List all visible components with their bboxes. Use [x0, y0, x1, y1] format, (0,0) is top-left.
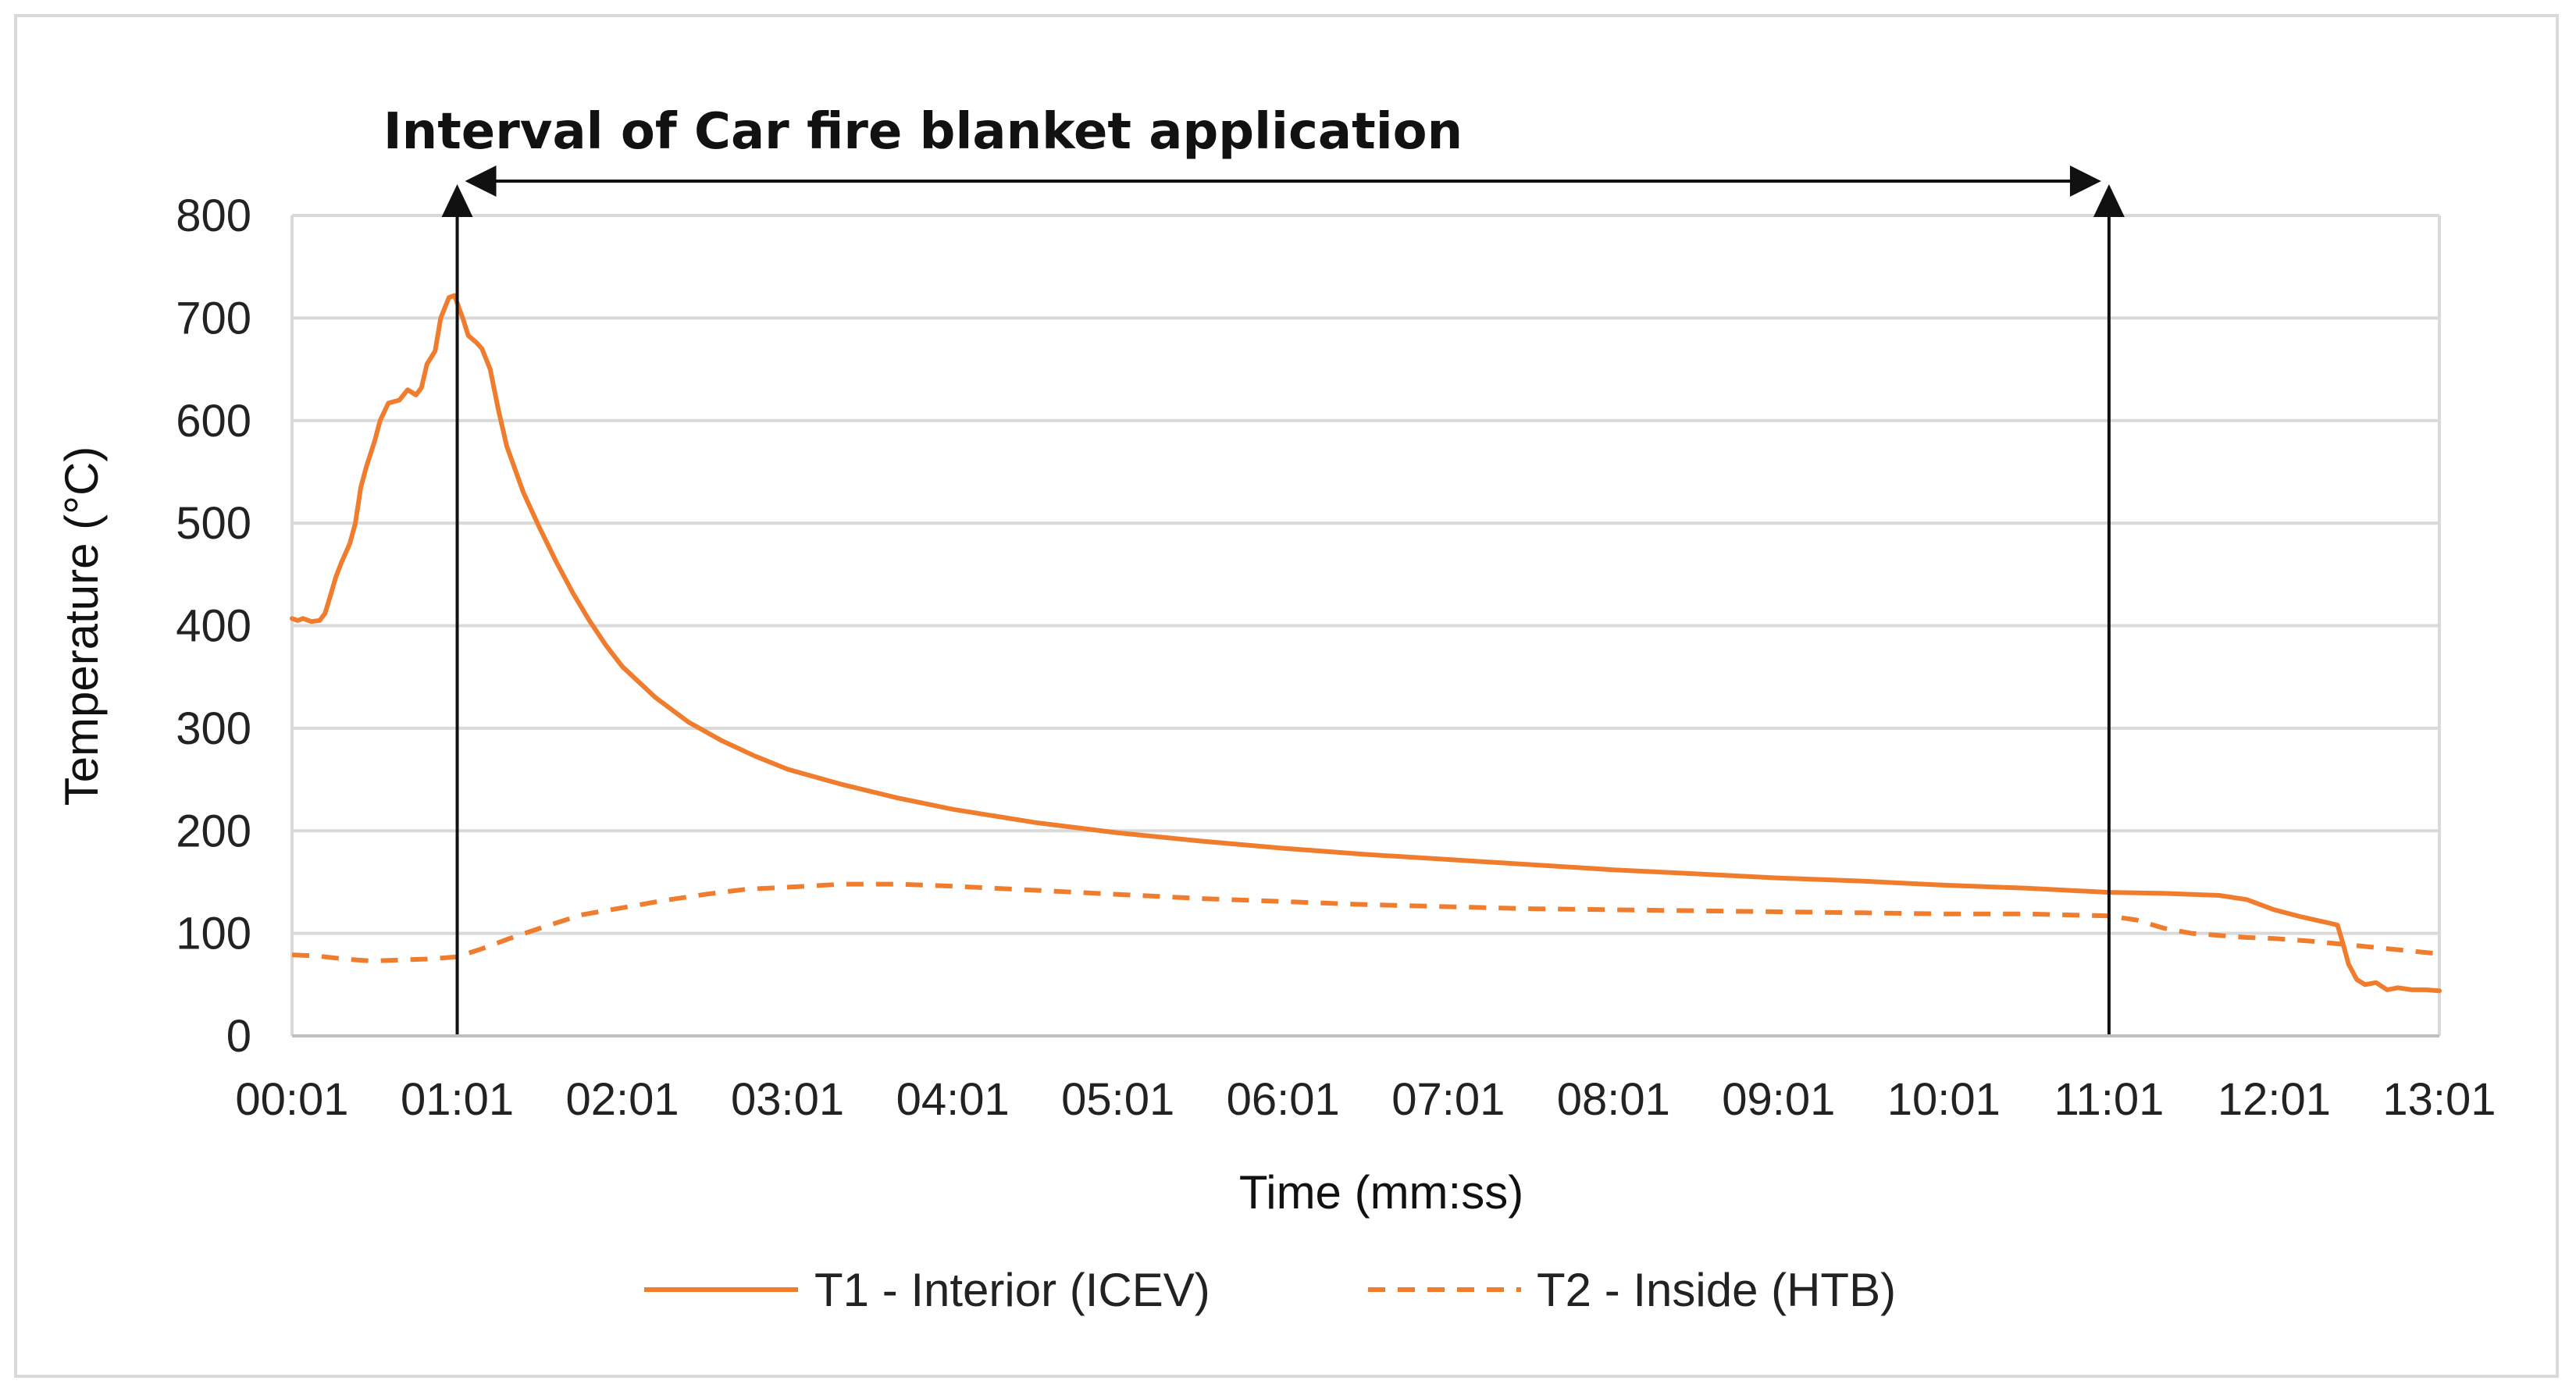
x-tick-label: 09:01	[1722, 1074, 1835, 1125]
annotation	[441, 165, 2125, 1036]
series-line-2	[291, 881, 2440, 964]
x-tick-label: 08:01	[1557, 1074, 1670, 1125]
series-line-1	[290, 293, 2442, 994]
legend-label-t1: T1 - Interior (ICEV)	[814, 1264, 1210, 1316]
y-tick-label: 100	[176, 909, 251, 959]
x-tick-label: 01:01	[401, 1074, 514, 1125]
x-tick-label: 06:01	[1227, 1074, 1340, 1125]
y-axis-title: Temperature (°C)	[55, 447, 108, 806]
x-tick-label: 10:01	[1887, 1074, 2001, 1125]
y-tick-label: 400	[176, 601, 251, 652]
y-tick-label: 800	[176, 190, 251, 241]
y-tick-label: 700	[176, 293, 251, 343]
x-tick-label: 00:01	[235, 1074, 348, 1125]
legend: T1 - Interior (ICEV) T2 - Inside (HTB)	[644, 1264, 1896, 1316]
gridlines	[290, 214, 2441, 1036]
x-tick-label: 11:01	[2054, 1074, 2164, 1125]
annotation-start-line-arrowhead	[441, 184, 473, 217]
x-tick-label: 05:01	[1061, 1074, 1174, 1125]
y-tick-label: 300	[176, 703, 251, 754]
axes: 0 100 200 300 400 500 600 700 800 00:01 01:01 02:01…	[176, 190, 2496, 1125]
y-tick-label: 500	[176, 498, 251, 549]
x-tick-label: 04:01	[896, 1074, 1010, 1125]
x-tick-label: 12:01	[2218, 1074, 2331, 1125]
legend-label-t2: T2 - Inside (HTB)	[1537, 1264, 1896, 1316]
y-tick-label: 200	[176, 806, 251, 856]
y-tick-label: 0	[226, 1011, 251, 1062]
x-tick-label: 13:01	[2382, 1074, 2496, 1125]
series-layer	[290, 293, 2442, 994]
annotation-end-line-arrowhead	[2093, 184, 2125, 217]
annotation-right-arrowhead	[2069, 165, 2101, 197]
x-tick-label: 07:01	[1391, 1074, 1505, 1125]
chart-frame	[14, 14, 2559, 1378]
x-tick-label: 02:01	[565, 1074, 679, 1125]
x-tick-label: 03:01	[731, 1074, 844, 1125]
chart-title: Interval of Car fire blanket application	[383, 103, 1463, 161]
y-tick-label: 600	[176, 396, 251, 447]
annotation-left-arrowhead	[465, 165, 497, 197]
x-axis-title: Time (mm:ss)	[1239, 1166, 1523, 1219]
